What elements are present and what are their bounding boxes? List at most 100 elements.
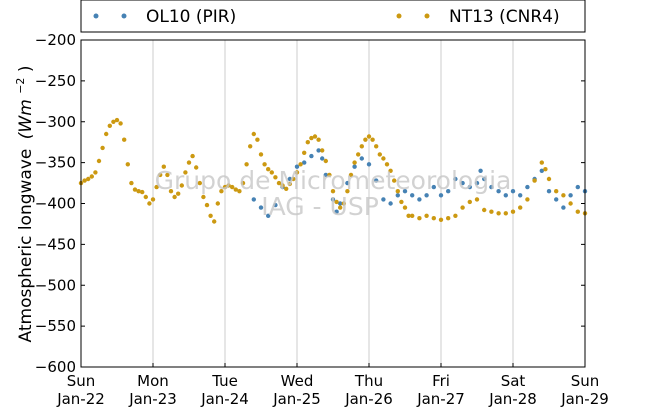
data-point [554, 189, 559, 194]
data-point [316, 137, 321, 142]
data-point [539, 160, 544, 165]
data-point [222, 184, 228, 190]
data-point [161, 164, 166, 169]
data-point [294, 164, 300, 169]
y-tick-label: −300 [35, 113, 76, 131]
data-point [424, 213, 429, 218]
data-point [320, 156, 325, 161]
data-point [96, 158, 102, 164]
data-point [104, 131, 109, 137]
data-point [93, 170, 98, 175]
data-point [345, 180, 350, 186]
data-point [269, 170, 274, 175]
y-tick-label: −200 [35, 31, 76, 49]
data-point [366, 134, 372, 139]
data-point [489, 184, 494, 190]
data-point [280, 183, 285, 188]
data-point [312, 134, 318, 139]
data-point [338, 205, 343, 210]
x-tick-label-date: Jan-28 [488, 390, 537, 408]
watermark: Grupo de Micrometeorologia IAG - USP [155, 166, 512, 221]
data-point [251, 131, 256, 137]
legend-marker [121, 13, 127, 19]
data-point [341, 201, 346, 206]
data-point [132, 187, 138, 192]
data-point [183, 170, 188, 175]
data-point [287, 176, 292, 182]
data-point [381, 156, 386, 161]
x-tick-label-date: Jan-27 [416, 390, 465, 408]
data-point [395, 193, 400, 198]
data-point [154, 184, 159, 190]
data-point [338, 201, 343, 206]
data-point [258, 205, 264, 210]
x-tick-label-date: Jan-26 [344, 390, 393, 408]
data-point [384, 162, 390, 167]
x-tick-label-day: Sun [67, 372, 96, 390]
data-point [417, 216, 422, 221]
data-point [474, 180, 480, 186]
data-point [543, 167, 548, 172]
data-point [525, 197, 530, 202]
x-tick-label-date: Jan-24 [200, 390, 249, 408]
data-point [366, 162, 372, 167]
data-point [518, 205, 523, 210]
data-point [316, 148, 321, 153]
data-point [294, 170, 300, 175]
data-point [323, 158, 328, 164]
data-point [230, 184, 235, 190]
data-point [327, 172, 332, 178]
series-0-points [251, 148, 588, 218]
data-point [546, 176, 552, 182]
data-point [276, 180, 282, 186]
data-point [204, 202, 210, 208]
data-point [510, 189, 516, 194]
data-point [122, 137, 127, 142]
y-tick-label: −500 [35, 276, 76, 294]
data-point [424, 193, 429, 198]
data-point [467, 199, 472, 205]
y-tick-label: −250 [35, 72, 76, 90]
data-point [291, 176, 296, 182]
data-point [111, 119, 116, 125]
data-point [359, 156, 364, 161]
data-point [568, 193, 573, 198]
data-point [561, 205, 566, 210]
data-point [266, 167, 271, 172]
data-point [482, 176, 487, 182]
y-tick-label: −600 [35, 358, 76, 376]
series-1-points [78, 117, 588, 224]
x-tick-label-day: Sat [501, 372, 526, 390]
data-point [503, 193, 508, 198]
data-point [575, 184, 580, 190]
y-axis-unit: (Wm [16, 99, 36, 139]
data-point [406, 213, 411, 218]
data-point [140, 189, 145, 195]
legend-marker [93, 13, 99, 19]
data-point [417, 197, 422, 202]
x-tick-label-date: Jan-29 [560, 390, 609, 408]
data-point [453, 213, 458, 218]
data-point [568, 201, 573, 206]
data-point [539, 168, 544, 173]
data-point [460, 205, 465, 210]
data-point [446, 189, 451, 194]
data-point [431, 184, 436, 190]
data-point [474, 197, 480, 202]
data-point [320, 148, 325, 153]
data-point [194, 165, 199, 170]
data-point [431, 216, 436, 221]
data-point [334, 209, 339, 214]
data-point [273, 175, 278, 180]
data-point [356, 152, 361, 157]
grid-layer [152, 40, 514, 367]
data-point [158, 172, 163, 178]
data-point [262, 162, 267, 167]
data-point [489, 209, 494, 214]
data-point [453, 176, 458, 182]
data-point [305, 140, 310, 145]
data-point [266, 213, 271, 218]
data-point [150, 197, 156, 202]
x-tick-label-day: Mon [137, 372, 169, 390]
x-tick-label-day: Thu [354, 372, 383, 390]
